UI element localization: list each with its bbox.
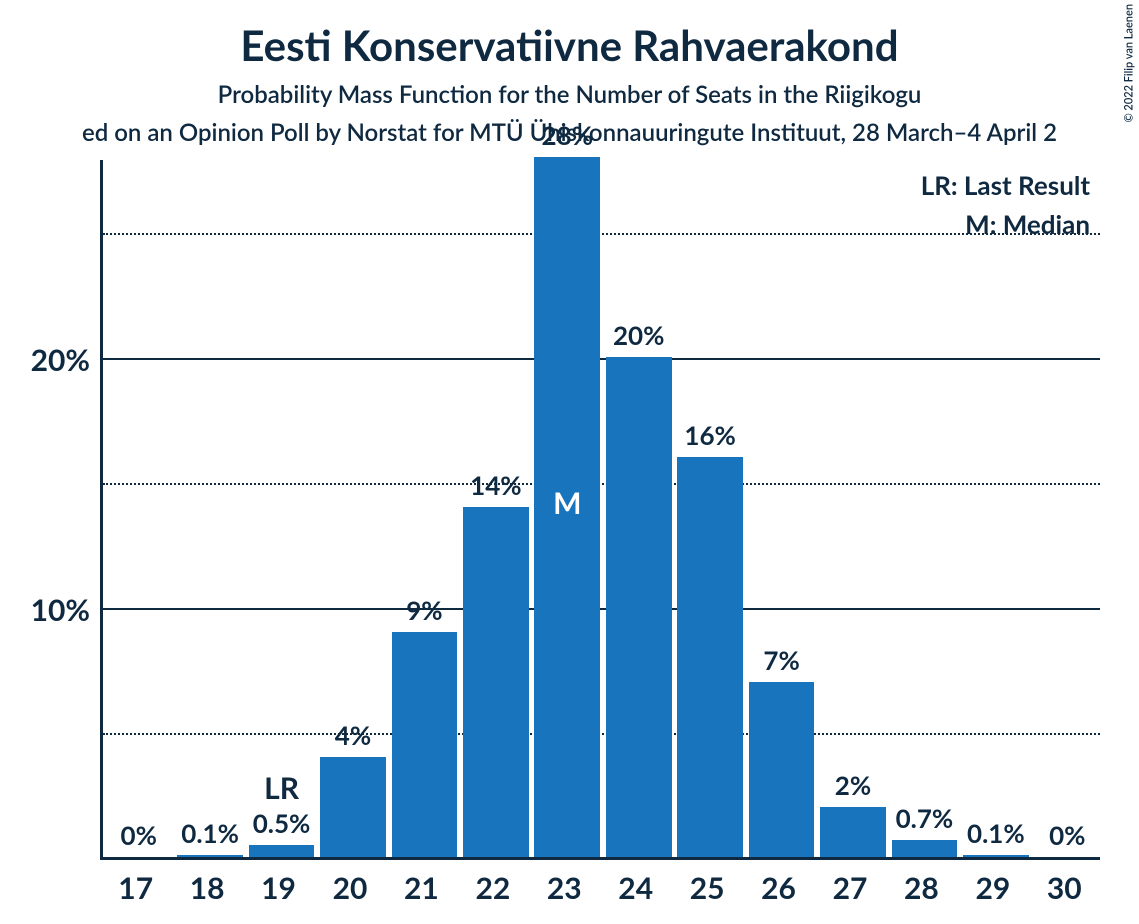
bar-value-label: 20%: [606, 319, 672, 357]
bar-value-label: 0.5%: [249, 807, 315, 845]
x-axis: [100, 857, 1100, 860]
chart-plot-area: LR: Last Result M: Median 10%20%0%170.1%…: [100, 160, 1100, 860]
bar: 16%: [677, 457, 743, 857]
x-tick-label: 23: [529, 870, 600, 906]
bar: 2%: [820, 807, 886, 857]
x-tick-label: 17: [100, 870, 171, 906]
bar: 0.1%: [963, 855, 1029, 858]
bar-value-label: 4%: [320, 719, 386, 757]
bar: 14%: [463, 507, 529, 857]
x-tick-label: 26: [743, 870, 814, 906]
x-tick-label: 18: [171, 870, 242, 906]
bar-value-label: 0.1%: [963, 817, 1029, 855]
copyright-text: © 2022 Filip van Laenen: [1122, 4, 1135, 122]
gridline-minor: [103, 733, 1100, 735]
bar-value-label: 0.7%: [892, 802, 958, 840]
gridline-minor: [103, 233, 1100, 235]
bar-value-label: 0.1%: [177, 817, 243, 855]
median-marker: M: [534, 485, 600, 521]
x-tick-label: 30: [1029, 870, 1100, 906]
bar: 4%: [320, 757, 386, 857]
last-result-marker: LR: [249, 770, 315, 806]
x-tick-label: 19: [243, 870, 314, 906]
x-tick-label: 20: [314, 870, 385, 906]
bar-value-label: 14%: [463, 469, 529, 507]
bar-value-label: 2%: [820, 769, 886, 807]
bar-value-label: 28%: [534, 119, 600, 157]
bar-value-label: 0%: [106, 819, 172, 857]
legend-m: M: Median: [921, 205, 1090, 244]
bar: 20%: [606, 357, 672, 857]
gridline-major: [103, 608, 1100, 610]
bar: 28%M: [534, 157, 600, 857]
bar: 0.5%: [249, 845, 315, 858]
bar: 9%: [392, 632, 458, 857]
x-tick-label: 24: [600, 870, 671, 906]
bar: 7%: [749, 682, 815, 857]
x-tick-label: 29: [957, 870, 1028, 906]
legend-lr: LR: Last Result: [921, 166, 1090, 205]
bar: 0.7%: [892, 840, 958, 858]
x-tick-label: 25: [671, 870, 742, 906]
y-tick-label: 20%: [0, 342, 90, 378]
x-tick-label: 22: [457, 870, 528, 906]
chart-title: Eesti Konservatiivne Rahvaerakond: [0, 20, 1139, 70]
x-tick-label: 21: [386, 870, 457, 906]
bar: 0.1%: [177, 855, 243, 858]
bar-value-label: 7%: [749, 644, 815, 682]
bar-value-label: 16%: [677, 419, 743, 457]
chart-subtitle: Probability Mass Function for the Number…: [0, 80, 1139, 109]
gridline-major: [103, 358, 1100, 360]
bar-value-label: 9%: [392, 594, 458, 632]
gridline-minor: [103, 483, 1100, 485]
y-axis: [100, 160, 103, 860]
bar-value-label: 0%: [1034, 819, 1100, 857]
x-tick-label: 28: [886, 870, 957, 906]
y-tick-label: 10%: [0, 592, 90, 628]
x-tick-label: 27: [814, 870, 885, 906]
